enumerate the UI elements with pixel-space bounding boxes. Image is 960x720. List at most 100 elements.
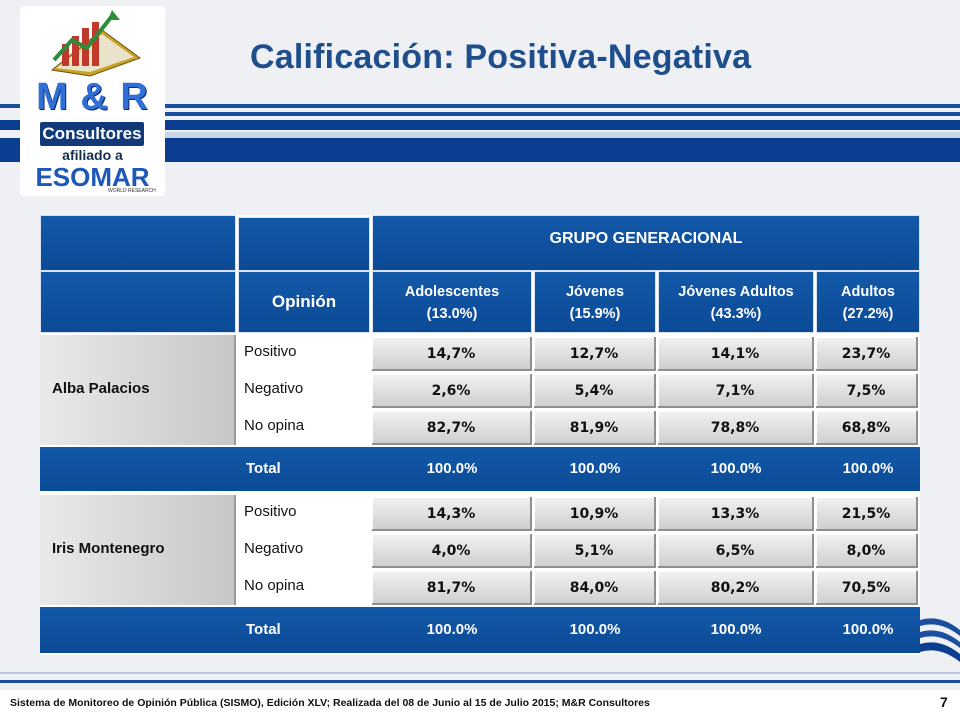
column-header-jovenes-adultos: Jóvenes Adultos (43.3%): [658, 271, 814, 333]
value-cell: 2,6%: [372, 374, 532, 408]
value-cell: 12,7%: [534, 337, 656, 371]
value-cell: 5,1%: [534, 534, 656, 568]
value: 78,8%: [710, 420, 760, 436]
value: 4,0%: [431, 543, 471, 559]
footer: [0, 690, 960, 720]
footer-stripe: [0, 672, 960, 674]
total-value: 100.0%: [710, 460, 762, 477]
value: 6,5%: [715, 543, 755, 559]
total-value: 100.0%: [710, 621, 762, 638]
group-header: GRUPO GENERACIONAL: [549, 230, 743, 247]
column-label: Adolescentes: [404, 284, 500, 300]
value: 14,1%: [710, 346, 760, 362]
company-logo: M & R Consultores afiliado a ESOMAR WORL…: [20, 6, 165, 196]
value: 70,5%: [841, 580, 891, 596]
value: 14,3%: [426, 506, 476, 522]
total-value: 100.0%: [842, 460, 894, 477]
page-title: Calificación: Positiva-Negativa: [250, 38, 752, 76]
page-number: 7: [940, 694, 948, 710]
opinion-label: No opina: [244, 417, 305, 434]
value-cell: 81,7%: [372, 571, 532, 605]
opinion-header: Opinión: [271, 292, 337, 311]
value: 7,1%: [715, 383, 755, 399]
value: 8,0%: [846, 543, 886, 559]
total-value: 100.0%: [569, 460, 621, 477]
value-cell: 84,0%: [534, 571, 656, 605]
column-label: Jóvenes: [565, 284, 625, 300]
value: 68,8%: [841, 420, 891, 436]
value-cell: 7,1%: [658, 374, 814, 408]
value: 84,0%: [569, 580, 619, 596]
total-row: Total 100.0% 100.0% 100.0% 100.0%: [40, 607, 920, 653]
opinion-cell: No opina: [238, 569, 370, 605]
header-blank-cell: [238, 217, 370, 271]
opinion-label: Positivo: [244, 503, 297, 520]
value-cell: 21,5%: [816, 497, 918, 531]
column-share: (27.2%): [842, 306, 894, 322]
candidate-name-cell: Alba Palacios: [40, 335, 236, 445]
opinion-label: No opina: [244, 577, 305, 594]
value-cell: 23,7%: [816, 337, 918, 371]
header-stripe: [160, 120, 960, 130]
header-blank-cell: [40, 215, 236, 271]
opinion-header-cell: Opinión: [238, 271, 370, 333]
value-cell: 4,0%: [372, 534, 532, 568]
header-blank-cell: [40, 271, 236, 333]
value-cell: 81,9%: [534, 411, 656, 445]
value-cell: 78,8%: [658, 411, 814, 445]
logo-world-research: WORLD RESEARCH: [108, 188, 156, 194]
footer-text: Sistema de Monitoreo de Opinión Pública …: [10, 697, 650, 709]
value: 81,7%: [426, 580, 476, 596]
opinion-cell: Positivo: [238, 495, 370, 531]
column-share: (43.3%): [710, 306, 762, 322]
column-header-adolescentes: Adolescentes (13.0%): [372, 271, 532, 333]
header-stripe: [160, 104, 960, 108]
opinion-label: Negativo: [244, 540, 304, 557]
value: 7,5%: [846, 383, 886, 399]
value: 21,5%: [841, 506, 891, 522]
logo-consultores: Consultores: [40, 122, 144, 146]
value-cell: 14,7%: [372, 337, 532, 371]
candidate-name: Iris Montenegro: [52, 540, 165, 557]
value-cell: 7,5%: [816, 374, 918, 408]
value: 5,4%: [574, 383, 614, 399]
value: 80,2%: [710, 580, 760, 596]
value-cell: 14,1%: [658, 337, 814, 371]
logo-afiliado: afiliado a: [62, 147, 123, 163]
value: 5,1%: [574, 543, 614, 559]
total-label: Total: [246, 460, 281, 477]
column-share: (13.0%): [426, 306, 478, 322]
opinion-label: Negativo: [244, 380, 304, 397]
value: 14,7%: [426, 346, 476, 362]
total-value: 100.0%: [426, 621, 478, 638]
group-header-cell: GRUPO GENERACIONAL: [372, 215, 920, 271]
opinion-cell: No opina: [238, 409, 370, 445]
results-table: GRUPO GENERACIONAL Opinión Adolescentes …: [40, 215, 920, 655]
value: 82,7%: [426, 420, 476, 436]
total-value: 100.0%: [842, 621, 894, 638]
value: 23,7%: [841, 346, 891, 362]
opinion-label: Positivo: [244, 343, 297, 360]
value-cell: 10,9%: [534, 497, 656, 531]
column-label: Adultos: [841, 284, 895, 300]
total-label: Total: [246, 621, 281, 638]
value-cell: 13,3%: [658, 497, 814, 531]
column-share: (15.9%): [569, 306, 621, 322]
chart-logo-icon: [50, 10, 142, 77]
total-value: 100.0%: [426, 460, 478, 477]
column-header-jovenes: Jóvenes (15.9%): [534, 271, 656, 333]
header-stripe: [160, 112, 960, 116]
logo-brand: M & R: [36, 76, 149, 118]
header-stripe: [160, 132, 960, 138]
value-cell: 70,5%: [816, 571, 918, 605]
value-cell: 5,4%: [534, 374, 656, 408]
column-label: Jóvenes Adultos: [678, 284, 794, 300]
column-header-adultos: Adultos (27.2%): [816, 271, 920, 333]
value-cell: 14,3%: [372, 497, 532, 531]
value: 13,3%: [710, 506, 760, 522]
total-row: Total 100.0% 100.0% 100.0% 100.0%: [40, 447, 920, 491]
value: 81,9%: [569, 420, 619, 436]
header-band: [160, 138, 960, 162]
logo-esomar: ESOMAR: [35, 162, 150, 192]
